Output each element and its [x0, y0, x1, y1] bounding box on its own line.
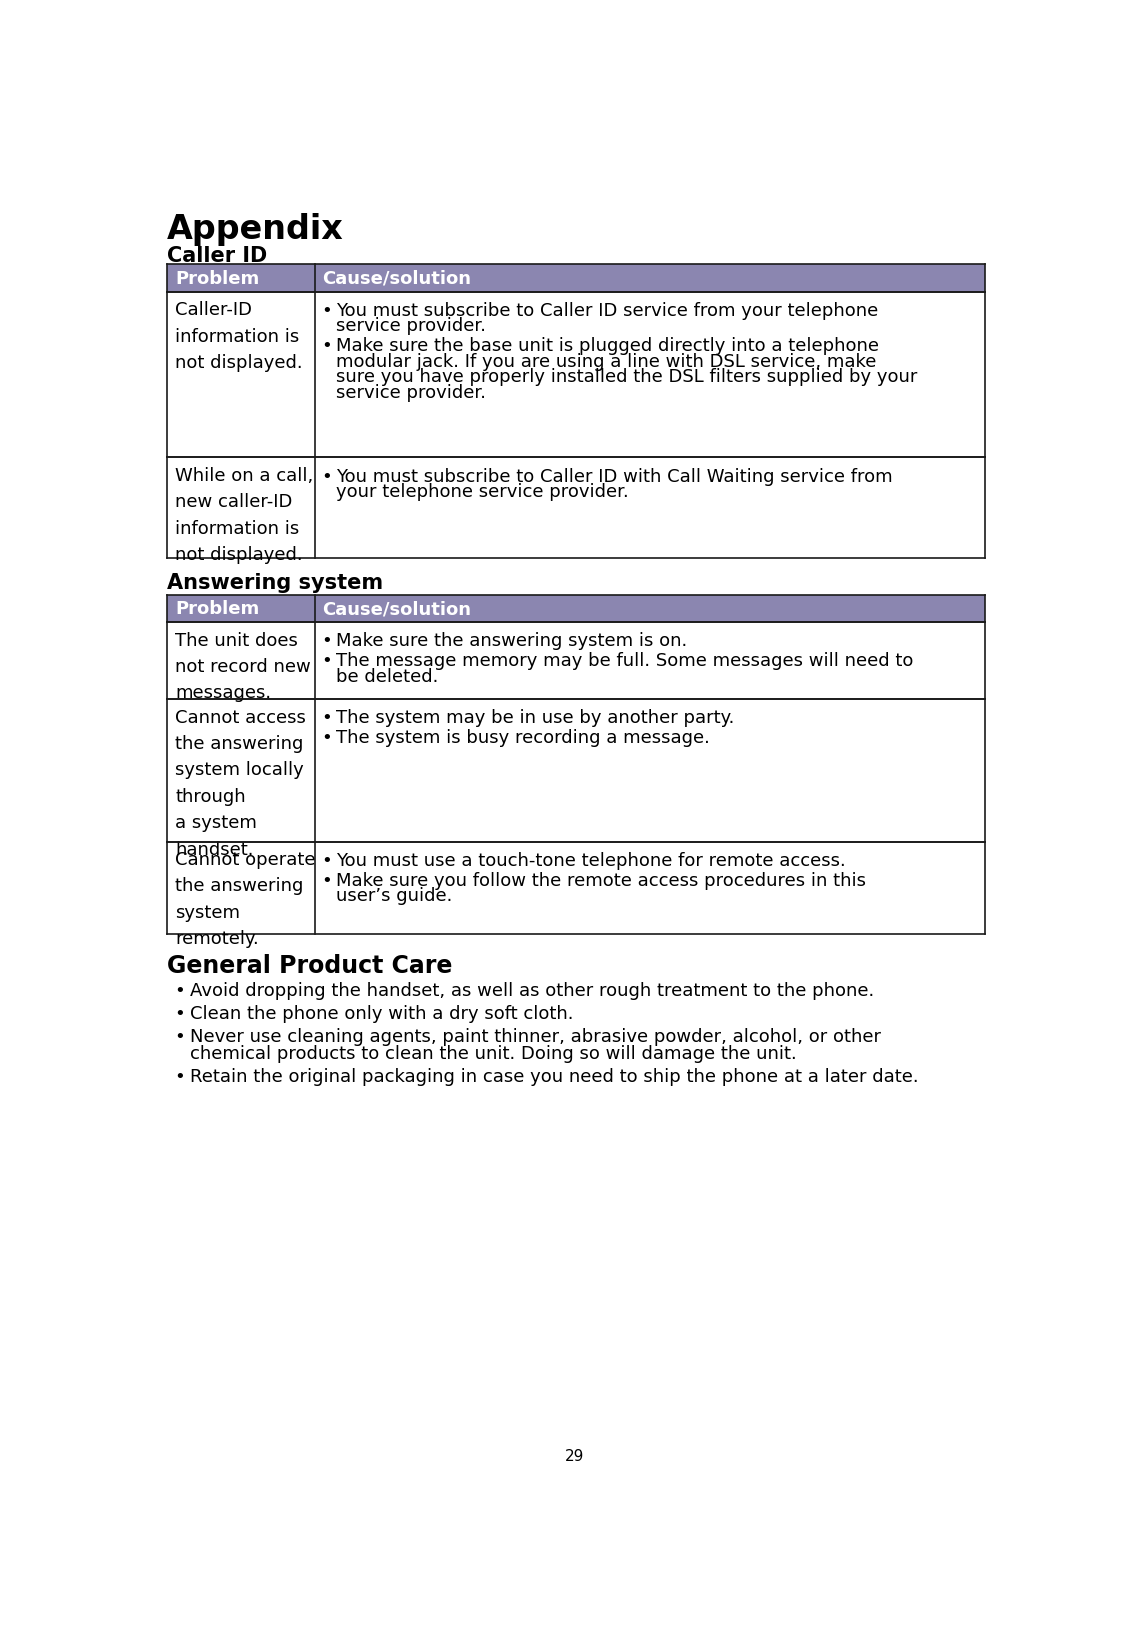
Text: Avoid dropping the handset, as well as other rough treatment to the phone.: Avoid dropping the handset, as well as o…	[191, 982, 874, 1000]
Text: your telephone service provider.: your telephone service provider.	[336, 483, 629, 502]
Text: While on a call,
new caller-ID
information is
not displayed.: While on a call, new caller-ID informati…	[175, 467, 313, 564]
Text: General Product Care: General Product Care	[167, 954, 453, 978]
Text: Cause/solution: Cause/solution	[322, 271, 471, 287]
Text: •: •	[322, 729, 332, 747]
Text: Make sure the answering system is on.: Make sure the answering system is on.	[336, 632, 687, 650]
Text: Cannot operate
the answering
system
remotely.: Cannot operate the answering system remo…	[175, 851, 315, 949]
Text: Make sure the base unit is plugged directly into a telephone: Make sure the base unit is plugged direc…	[336, 337, 879, 355]
Text: •: •	[322, 337, 332, 355]
Text: The system may be in use by another party.: The system may be in use by another part…	[336, 710, 734, 728]
Text: be deleted.: be deleted.	[336, 668, 438, 686]
Text: Never use cleaning agents, paint thinner, abrasive powder, alcohol, or other: Never use cleaning agents, paint thinner…	[191, 1028, 881, 1046]
Text: service provider.: service provider.	[336, 317, 487, 335]
Text: Retain the original packaging in case you need to ship the phone at a later date: Retain the original packaging in case yo…	[191, 1068, 919, 1086]
Text: •: •	[322, 467, 332, 485]
Bar	[167, 264, 985, 292]
Text: •: •	[322, 851, 332, 870]
Text: Clean the phone only with a dry soft cloth.: Clean the phone only with a dry soft clo…	[191, 1005, 574, 1023]
Text: •: •	[174, 1005, 185, 1023]
Text: Caller ID: Caller ID	[167, 246, 268, 266]
Text: Problem: Problem	[175, 601, 259, 619]
Text: service provider.: service provider.	[336, 383, 487, 401]
Text: Make sure you follow the remote access procedures in this: Make sure you follow the remote access p…	[336, 871, 867, 889]
Text: Problem: Problem	[175, 271, 259, 287]
Text: Answering system: Answering system	[167, 573, 383, 592]
Text: •: •	[174, 1068, 185, 1086]
Text: •: •	[322, 871, 332, 889]
Text: •: •	[322, 632, 332, 650]
Text: The unit does
not record new
messages.: The unit does not record new messages.	[175, 632, 311, 703]
Text: You must subscribe to Caller ID service from your telephone: You must subscribe to Caller ID service …	[336, 302, 879, 320]
Text: 29: 29	[565, 1449, 584, 1464]
Text: Cause/solution: Cause/solution	[322, 601, 471, 619]
Text: modular jack. If you are using a line with DSL service, make: modular jack. If you are using a line wi…	[336, 353, 877, 371]
Text: Caller-ID
information is
not displayed.: Caller-ID information is not displayed.	[175, 302, 303, 371]
Text: •: •	[174, 982, 185, 1000]
Text: The message memory may be full. Some messages will need to: The message memory may be full. Some mes…	[336, 652, 914, 670]
Text: The system is busy recording a message.: The system is busy recording a message.	[336, 729, 710, 747]
Text: sure you have properly installed the DSL filters supplied by your: sure you have properly installed the DSL…	[336, 368, 918, 386]
Text: •: •	[322, 710, 332, 728]
Text: Cannot access
the answering
system locally
through
a system
handset.: Cannot access the answering system local…	[175, 708, 306, 858]
Text: Appendix: Appendix	[167, 213, 344, 246]
Text: You must use a touch-tone telephone for remote access.: You must use a touch-tone telephone for …	[336, 851, 846, 870]
Text: •: •	[322, 652, 332, 670]
Text: •: •	[322, 302, 332, 320]
Text: •: •	[174, 1028, 185, 1046]
Text: chemical products to clean the unit. Doing so will damage the unit.: chemical products to clean the unit. Doi…	[191, 1044, 797, 1063]
Text: You must subscribe to Caller ID with Call Waiting service from: You must subscribe to Caller ID with Cal…	[336, 467, 892, 485]
Bar	[167, 594, 985, 622]
Text: user’s guide.: user’s guide.	[336, 888, 453, 906]
